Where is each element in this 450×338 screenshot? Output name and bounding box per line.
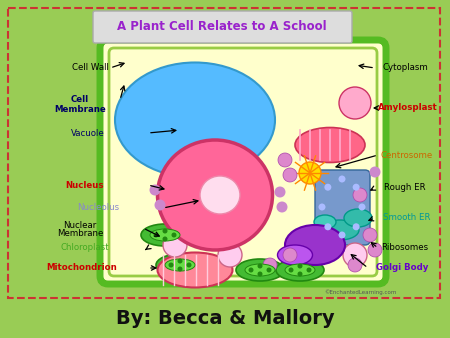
Circle shape (257, 264, 262, 268)
Circle shape (153, 233, 158, 238)
Text: Golgi Body: Golgi Body (376, 264, 428, 272)
Circle shape (319, 203, 325, 211)
Circle shape (177, 259, 183, 264)
Circle shape (163, 233, 187, 257)
Ellipse shape (115, 63, 275, 177)
Circle shape (266, 267, 271, 272)
Text: Membrane: Membrane (54, 104, 106, 114)
Ellipse shape (314, 215, 336, 229)
Text: Nucleus: Nucleus (66, 180, 104, 190)
Circle shape (306, 267, 311, 272)
Circle shape (162, 237, 167, 241)
Text: Ribosomes: Ribosomes (382, 243, 428, 252)
Text: Nucleolus: Nucleolus (77, 203, 119, 213)
Ellipse shape (245, 264, 275, 276)
Circle shape (168, 263, 174, 267)
Circle shape (369, 167, 381, 177)
Circle shape (283, 248, 297, 262)
FancyBboxPatch shape (315, 170, 370, 245)
Ellipse shape (156, 254, 204, 276)
Ellipse shape (158, 252, 233, 288)
Circle shape (248, 267, 253, 272)
Circle shape (299, 162, 321, 184)
Text: Smooth ER: Smooth ER (383, 214, 431, 222)
Circle shape (257, 271, 262, 276)
Circle shape (353, 223, 360, 230)
FancyBboxPatch shape (100, 40, 386, 284)
Circle shape (149, 185, 161, 195)
Circle shape (363, 228, 377, 242)
Text: Rough ER: Rough ER (384, 184, 426, 193)
Circle shape (278, 153, 292, 167)
Ellipse shape (295, 127, 365, 163)
Circle shape (359, 203, 365, 211)
Circle shape (276, 201, 288, 213)
Circle shape (297, 271, 302, 276)
Text: A Plant Cell Relates to A School: A Plant Cell Relates to A School (117, 21, 327, 33)
Ellipse shape (278, 245, 312, 265)
Circle shape (338, 232, 346, 239)
Text: Cell: Cell (71, 96, 89, 104)
Ellipse shape (141, 224, 189, 246)
Circle shape (218, 243, 242, 267)
Text: Centrosome: Centrosome (381, 150, 433, 160)
Circle shape (339, 87, 371, 119)
Circle shape (263, 258, 277, 272)
Ellipse shape (285, 264, 315, 276)
Circle shape (177, 266, 183, 271)
Circle shape (338, 175, 346, 183)
Text: Membrane: Membrane (57, 230, 103, 239)
Ellipse shape (158, 140, 273, 250)
Text: Cell Wall: Cell Wall (72, 64, 108, 72)
Circle shape (274, 187, 285, 197)
Ellipse shape (285, 225, 345, 265)
Circle shape (162, 228, 167, 234)
Circle shape (186, 263, 192, 267)
Text: Cytoplasm: Cytoplasm (382, 64, 428, 72)
FancyBboxPatch shape (93, 11, 352, 43)
Text: Mitochondrion: Mitochondrion (47, 264, 117, 272)
Circle shape (353, 188, 367, 202)
Ellipse shape (236, 259, 284, 281)
Circle shape (297, 264, 302, 268)
Text: Chloroplast: Chloroplast (61, 243, 109, 252)
Circle shape (324, 184, 331, 191)
Ellipse shape (165, 259, 195, 271)
Circle shape (288, 267, 293, 272)
Ellipse shape (321, 220, 359, 240)
Circle shape (353, 184, 360, 191)
Circle shape (343, 243, 367, 267)
Ellipse shape (200, 176, 240, 214)
Text: By: Becca & Mallory: By: Becca & Mallory (116, 309, 334, 328)
Circle shape (368, 243, 382, 257)
Circle shape (171, 233, 176, 238)
Text: Vacuole: Vacuole (71, 128, 105, 138)
Text: Nuclear: Nuclear (63, 220, 97, 230)
Ellipse shape (344, 209, 372, 227)
Text: Amylosplast: Amylosplast (378, 103, 438, 113)
Text: ©EnchantedLearning.com: ©EnchantedLearning.com (324, 289, 396, 295)
Ellipse shape (150, 229, 180, 241)
Ellipse shape (276, 259, 324, 281)
Circle shape (283, 168, 297, 182)
Circle shape (348, 258, 362, 272)
Circle shape (324, 223, 331, 230)
Circle shape (154, 199, 166, 211)
